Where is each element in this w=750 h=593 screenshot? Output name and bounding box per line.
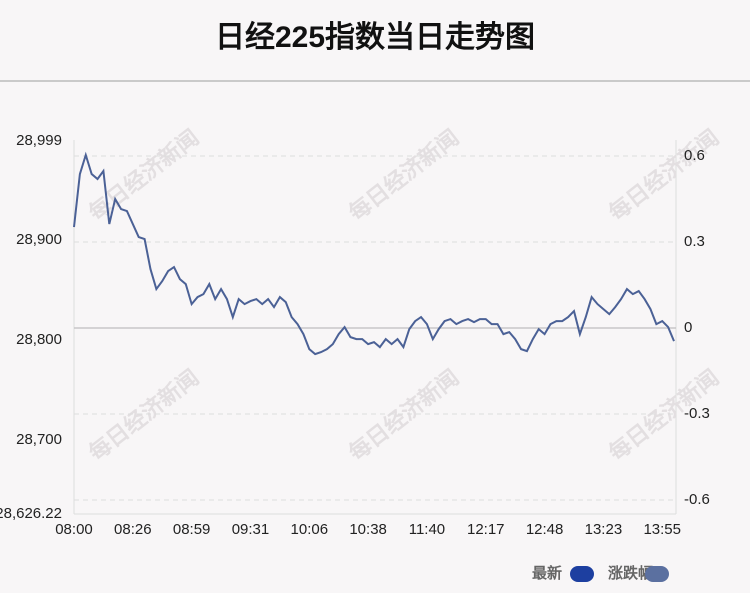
watermark: 每日经济新闻 xyxy=(84,365,204,467)
x-tick-label: 10:38 xyxy=(349,521,387,538)
legend-swatch xyxy=(645,566,669,582)
x-tick-label: 11:40 xyxy=(409,521,445,538)
watermark: 每日经济新闻 xyxy=(604,125,724,227)
y2-tick-label: 0.3 xyxy=(684,233,705,250)
watermark: 每日经济新闻 xyxy=(84,125,204,227)
x-tick-label: 12:17 xyxy=(467,521,505,538)
watermark: 每日经济新闻 xyxy=(344,365,464,467)
y2-tick-label: -0.3 xyxy=(684,405,710,422)
x-tick-label: 08:59 xyxy=(173,521,211,538)
x-tick-label: 13:23 xyxy=(585,521,623,538)
chart-title: 日经225指数当日走势图 xyxy=(215,20,535,54)
y-tick-label: 28,700 xyxy=(16,431,62,448)
x-tick-label: 12:48 xyxy=(526,521,564,538)
y2-tick-label: 0 xyxy=(684,319,692,336)
price-line xyxy=(73,151,675,356)
x-tick-label: 10:06 xyxy=(291,521,329,538)
y-tick-label: 28,999 xyxy=(16,132,62,149)
legend-label: 最新 xyxy=(532,564,562,582)
x-tick-label: 08:26 xyxy=(114,521,152,538)
watermark: 每日经济新闻 xyxy=(344,125,464,227)
y2-tick-label: 0.6 xyxy=(684,147,705,164)
y-tick-label: 28,800 xyxy=(16,331,62,348)
y2-tick-label: -0.6 xyxy=(684,491,710,508)
x-tick-label: 13:55 xyxy=(643,521,681,538)
x-tick-label: 08:00 xyxy=(55,521,93,538)
legend-label: 涨跌幅 xyxy=(608,564,653,582)
y-tick-label: 28,900 xyxy=(16,231,62,248)
legend-swatch xyxy=(570,566,594,582)
y-tick-label: 28,626.22 xyxy=(0,505,62,522)
x-tick-label: 09:31 xyxy=(232,521,270,538)
